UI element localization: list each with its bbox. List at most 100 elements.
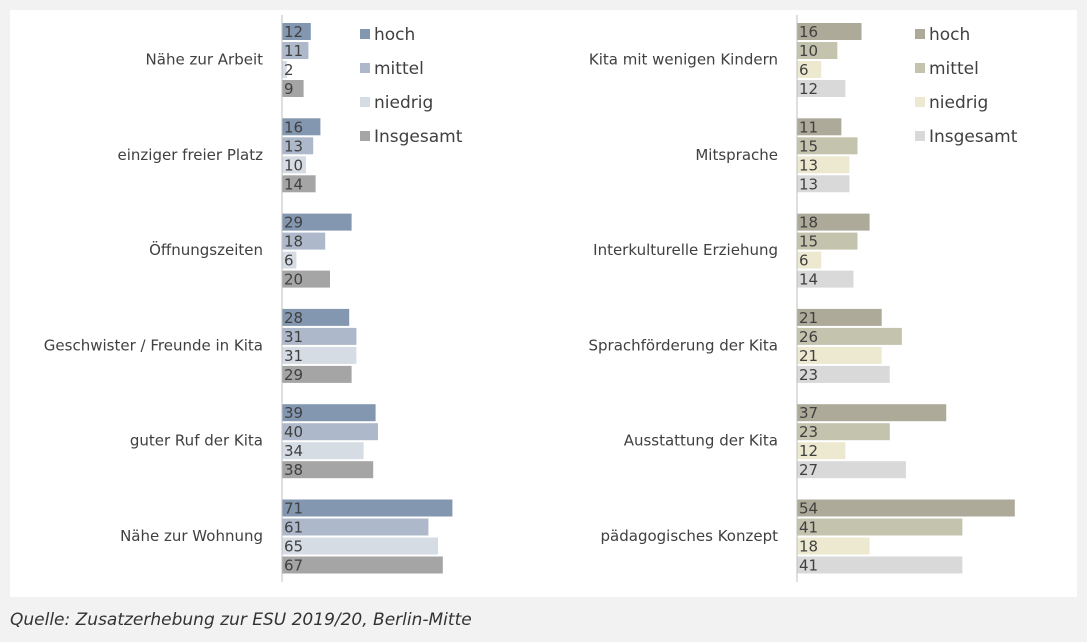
bar xyxy=(282,42,309,59)
data-label: 37 xyxy=(799,404,818,422)
data-label: 41 xyxy=(799,557,818,575)
bar xyxy=(797,537,870,555)
bar xyxy=(797,156,850,174)
bar xyxy=(282,537,438,555)
bar xyxy=(282,118,321,136)
y-tick-label: Interkulturelle Erziehung xyxy=(593,241,778,259)
bar xyxy=(797,365,890,383)
bar xyxy=(797,518,963,536)
data-label: 29 xyxy=(284,214,303,232)
data-label: 18 xyxy=(284,233,303,251)
legend-label: Insgesamt xyxy=(374,127,463,147)
bar xyxy=(282,518,429,536)
bar xyxy=(282,175,316,193)
bar xyxy=(282,80,304,97)
y-tick-label: Nähe zur Arbeit xyxy=(146,51,264,69)
data-label: 12 xyxy=(799,442,818,460)
data-label: 9 xyxy=(284,80,294,98)
data-label: 21 xyxy=(799,347,818,365)
plot-background xyxy=(10,10,1077,597)
bar xyxy=(282,213,352,231)
data-label: 2 xyxy=(284,61,294,79)
bar xyxy=(282,23,311,40)
bar xyxy=(282,442,364,460)
y-tick-label: einziger freier Platz xyxy=(118,146,264,164)
legend-label: hoch xyxy=(374,25,415,45)
legend-swatch xyxy=(360,97,370,107)
bar xyxy=(282,404,376,422)
bar xyxy=(282,461,374,479)
data-label: 61 xyxy=(284,519,303,537)
bar xyxy=(282,556,443,574)
data-label: 23 xyxy=(799,423,818,441)
data-label: 71 xyxy=(284,500,303,518)
data-label: 10 xyxy=(799,42,818,60)
data-label: 6 xyxy=(799,252,809,270)
data-label: 67 xyxy=(284,557,303,575)
data-label: 38 xyxy=(284,461,303,479)
source: Quelle: Zusatzerhebung zur ESU 2019/20, … xyxy=(10,610,472,630)
bar xyxy=(282,251,297,269)
legend-label: mittel xyxy=(929,59,979,79)
legend-label: Insgesamt xyxy=(929,127,1018,147)
data-label: 28 xyxy=(284,309,303,327)
data-label: 11 xyxy=(799,118,818,136)
bar xyxy=(797,308,882,326)
data-label: 16 xyxy=(284,118,303,136)
bar xyxy=(797,270,854,288)
bar xyxy=(282,365,352,383)
bar xyxy=(282,346,357,364)
data-label: 13 xyxy=(284,137,303,155)
data-label: 15 xyxy=(799,137,818,155)
data-label: 12 xyxy=(284,23,303,41)
bar xyxy=(797,404,947,422)
bar xyxy=(797,118,842,136)
bar xyxy=(797,232,858,250)
bar xyxy=(797,213,870,231)
bar xyxy=(797,327,902,345)
data-label: 6 xyxy=(799,61,809,79)
data-label: 10 xyxy=(284,156,303,174)
y-tick-label: Mitsprache xyxy=(695,146,778,164)
y-tick-label: Öffnungszeiten xyxy=(149,240,263,259)
data-label: 31 xyxy=(284,328,303,346)
data-label: 34 xyxy=(284,442,303,460)
data-label: 39 xyxy=(284,404,303,422)
y-tick-label: Kita mit wenigen Kindern xyxy=(589,51,778,69)
legend-label: hoch xyxy=(929,25,970,45)
y-tick-label: guter Ruf der Kita xyxy=(130,432,263,450)
data-label: 14 xyxy=(799,271,818,289)
data-label: 29 xyxy=(284,366,303,384)
bar xyxy=(797,23,862,40)
bar xyxy=(797,61,822,78)
bar xyxy=(282,327,357,345)
bar xyxy=(797,346,882,364)
bar xyxy=(797,42,838,59)
bar xyxy=(282,61,287,78)
bar xyxy=(797,499,1015,517)
bar xyxy=(797,461,906,479)
data-label: 13 xyxy=(799,175,818,193)
data-label: 23 xyxy=(799,366,818,384)
bar xyxy=(282,308,350,326)
y-tick-label: Sprachförderung der Kita xyxy=(589,336,779,354)
data-label: 14 xyxy=(284,175,303,193)
bar xyxy=(282,423,378,441)
bar xyxy=(797,137,858,155)
data-label: 12 xyxy=(799,80,818,98)
legend-label: niedrig xyxy=(929,93,988,113)
y-tick-label: pädagogisches Konzept xyxy=(601,527,779,545)
data-label: 21 xyxy=(799,309,818,327)
bar xyxy=(282,270,330,288)
data-label: 11 xyxy=(284,42,303,60)
bar xyxy=(797,423,890,441)
legend-swatch xyxy=(915,97,925,107)
legend-label: mittel xyxy=(374,59,424,79)
bar xyxy=(797,251,822,269)
data-label: 6 xyxy=(284,252,294,270)
data-label: 16 xyxy=(799,23,818,41)
bar xyxy=(282,156,306,174)
data-label: 26 xyxy=(799,328,818,346)
data-label: 18 xyxy=(799,214,818,232)
